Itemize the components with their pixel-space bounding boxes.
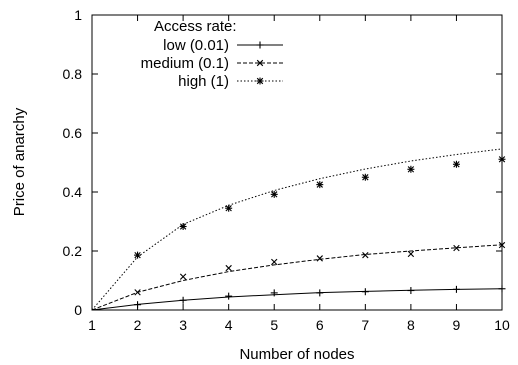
fit-line-low-0-01	[91, 288, 503, 311]
x-tick-label: 2	[134, 317, 142, 333]
data-point-low-0-01	[452, 285, 460, 293]
y-tick-label: 1	[74, 7, 82, 23]
series-high-1	[91, 148, 506, 311]
data-point-low-0-01	[361, 288, 369, 296]
x-axis-label: Number of nodes	[239, 346, 354, 363]
legend-title: Access rate:	[154, 18, 237, 35]
data-point-medium-0-1	[225, 264, 232, 272]
series-layer	[91, 148, 506, 311]
data-point-high-1	[498, 155, 506, 163]
data-point-low-0-01	[270, 289, 278, 297]
y-tick-label: 0	[74, 302, 82, 318]
data-point-medium-0-1	[179, 273, 187, 280]
y-tick-label: 0.2	[63, 243, 83, 259]
data-point-high-1	[361, 173, 369, 181]
x-tick-label: 7	[361, 317, 369, 333]
data-point-medium-0-1	[271, 258, 278, 266]
data-point-medium-0-1	[498, 241, 506, 249]
x-tick-label: 9	[453, 317, 461, 333]
y-tick-label: 0.4	[63, 184, 83, 200]
x-tick-label: 6	[316, 317, 324, 333]
fit-line-medium-0-1	[91, 244, 503, 311]
data-point-low-0-01	[134, 301, 142, 309]
series-medium-0-1	[91, 241, 506, 311]
data-point-medium-0-1	[407, 250, 415, 258]
data-point-high-1	[452, 160, 460, 168]
data-point-high-1	[270, 190, 278, 198]
fit-line-high-1	[91, 148, 503, 311]
data-point-high-1	[134, 251, 142, 259]
axis-ticks: 1 2 3 4 5 6 7 8 9 10 0 0.2 0.4 0.6 0.8 1	[63, 7, 510, 333]
x-tick-label: 4	[225, 317, 233, 333]
x-tick-label: 3	[179, 317, 187, 333]
data-point-low-0-01	[316, 289, 324, 297]
x-tick-label: 8	[407, 317, 415, 333]
y-tick-label: 0.8	[63, 66, 83, 82]
data-point-high-1	[225, 204, 233, 212]
data-point-medium-0-1	[362, 251, 369, 259]
y-axis-label: Price of anarchy	[11, 107, 28, 216]
legend-marker-high-1	[256, 77, 264, 85]
legend-label-medium-0-1: medium (0.1)	[141, 55, 229, 72]
data-point-low-0-01	[407, 287, 415, 295]
legend-marker-medium-0-1	[256, 59, 264, 67]
y-tick-label: 0.6	[63, 125, 83, 141]
legend-label-high-1: high (1)	[178, 73, 229, 90]
data-point-high-1	[316, 181, 324, 189]
x-tick-label: 5	[270, 317, 278, 333]
data-point-high-1	[179, 223, 187, 231]
legend-marker-low-0-01	[256, 41, 264, 49]
legend-label-low-0-01: low (0.01)	[163, 37, 229, 54]
x-tick-label: 10	[494, 317, 510, 333]
data-point-low-0-01	[225, 292, 233, 300]
series-low-0-01	[91, 285, 506, 311]
x-tick-label: 1	[88, 317, 96, 333]
data-point-medium-0-1	[134, 289, 141, 296]
data-point-high-1	[407, 165, 415, 173]
data-point-medium-0-1	[316, 255, 323, 262]
data-point-low-0-01	[498, 285, 506, 293]
legend: Access rate: low (0.01)medium (0.1)high …	[141, 18, 283, 90]
data-point-medium-0-1	[453, 244, 460, 252]
data-point-low-0-01	[179, 296, 187, 304]
